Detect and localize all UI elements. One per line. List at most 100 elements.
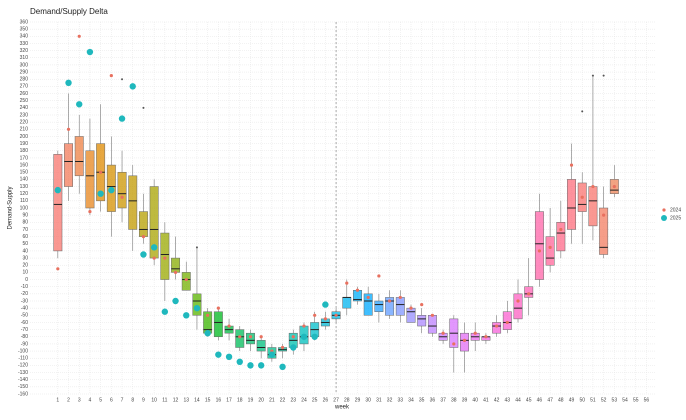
box — [117, 171, 127, 209]
point — [268, 351, 276, 358]
y-tick-label: -120 — [18, 363, 28, 369]
point — [172, 297, 179, 305]
x-tick-label: 8 — [131, 397, 134, 403]
x-tick-label: 54 — [622, 397, 628, 403]
point — [215, 351, 222, 358]
outlier — [121, 78, 124, 81]
point — [537, 249, 542, 253]
x-tick-label: 28 — [344, 397, 350, 403]
y-tick-label: 170 — [20, 155, 29, 161]
y-tick-label: 120 — [20, 191, 29, 197]
box — [556, 222, 566, 252]
x-tick-label: 56 — [644, 397, 650, 403]
y-tick-label: -30 — [21, 298, 28, 304]
point — [204, 329, 211, 337]
y-tick-label: 60 — [22, 234, 28, 240]
x-tick-label: 13 — [183, 397, 189, 403]
x-tick-label: 27 — [333, 397, 339, 403]
x-tick-label: 29 — [355, 397, 361, 403]
point — [495, 324, 499, 328]
point — [141, 235, 146, 239]
x-tick-label: 3 — [78, 397, 81, 403]
x-tick-label: 34 — [408, 397, 414, 403]
box — [374, 300, 384, 312]
x-tick-label: 31 — [376, 397, 382, 403]
y-tick-label: -80 — [21, 334, 28, 340]
box — [417, 315, 427, 327]
point — [387, 299, 392, 303]
x-tick-label: 49 — [569, 397, 575, 403]
x-axis-title: week — [334, 405, 350, 411]
point — [452, 342, 456, 346]
x-tick-label: 17 — [226, 397, 232, 403]
point — [227, 324, 231, 328]
point — [238, 335, 242, 339]
point — [173, 270, 178, 274]
y-axis-title: Demand-Supply — [8, 186, 14, 229]
x-tick-label: 40 — [472, 397, 478, 403]
y-tick-label: 50 — [22, 241, 28, 247]
box — [460, 332, 469, 352]
x-tick-label: 42 — [494, 397, 500, 403]
box — [567, 179, 576, 230]
box — [181, 272, 191, 291]
x-tick-label: 11 — [162, 397, 167, 403]
y-tick-label: 200 — [20, 134, 29, 140]
y-tick-label: 340 — [20, 34, 29, 40]
box — [160, 232, 170, 280]
x-tick-label: 50 — [579, 397, 585, 403]
box — [74, 136, 84, 177]
x-tick-label: 9 — [142, 397, 145, 403]
box — [406, 307, 416, 323]
y-tick-label: -20 — [21, 291, 28, 297]
point — [462, 338, 467, 342]
box — [363, 293, 373, 316]
point — [140, 251, 147, 258]
point — [88, 209, 92, 214]
point — [516, 299, 520, 303]
box — [502, 311, 512, 330]
point — [120, 195, 124, 199]
point — [236, 358, 243, 366]
point — [559, 227, 563, 232]
y-tick-label: -110 — [18, 356, 28, 362]
outlier — [142, 106, 145, 109]
box — [128, 175, 138, 230]
point — [56, 267, 60, 271]
point — [377, 274, 381, 278]
y-tick-label: 80 — [22, 220, 28, 226]
y-tick-label: 360 — [20, 19, 29, 25]
point — [225, 353, 233, 360]
point — [430, 313, 434, 317]
point — [313, 313, 317, 317]
y-tick-label: -150 — [18, 384, 28, 390]
point — [77, 34, 81, 38]
x-tick-label: 36 — [430, 397, 436, 403]
point — [108, 186, 115, 194]
point — [150, 244, 158, 251]
x-tick-label: 30 — [365, 397, 371, 403]
box — [171, 257, 180, 273]
box — [192, 293, 202, 316]
x-tick-label: 38 — [451, 397, 457, 403]
y-tick-label: 100 — [20, 205, 29, 211]
x-tick-label: 46 — [537, 397, 543, 403]
point — [259, 335, 263, 339]
y-tick-label: 130 — [20, 184, 29, 190]
y-tick-label: 190 — [20, 141, 29, 147]
x-tick-label: 51 — [590, 397, 596, 403]
legend-label: 2025 — [670, 215, 681, 221]
chart-title: Demand/Supply Delta — [30, 7, 108, 16]
point — [591, 184, 595, 189]
y-tick-label: 220 — [20, 119, 29, 125]
point — [311, 333, 318, 340]
point — [257, 362, 265, 369]
y-tick-label: -40 — [21, 305, 28, 311]
point — [280, 345, 285, 350]
point — [569, 163, 574, 167]
y-tick-label: 140 — [20, 177, 29, 183]
y-tick-label: 90 — [22, 212, 28, 218]
x-tick-label: 26 — [323, 397, 329, 403]
x-tick-label: 35 — [419, 397, 425, 403]
